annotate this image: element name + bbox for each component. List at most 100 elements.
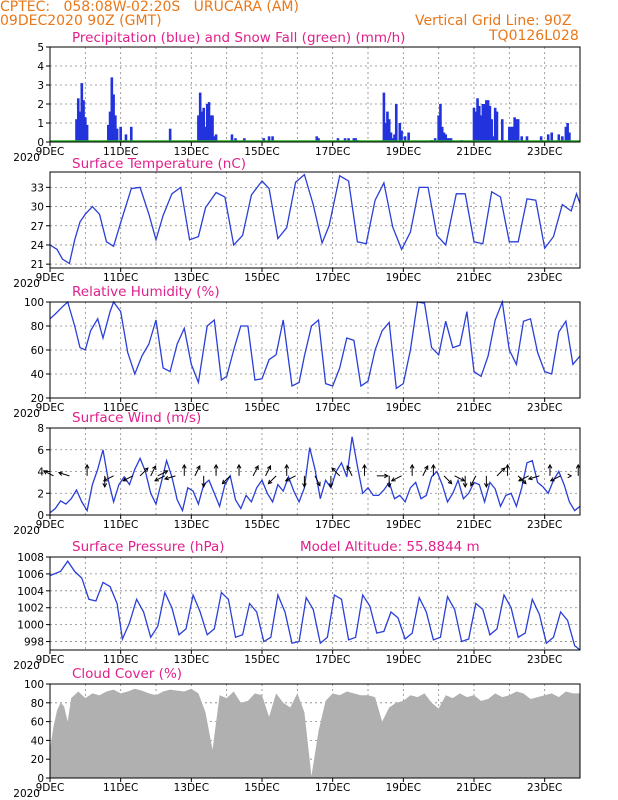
wind-arrow [252,465,259,477]
precip-bar [343,138,347,142]
x-tick-label: 17DEC [315,654,350,666]
wind-arrow-head [57,471,63,476]
precip-bar [449,138,453,142]
precip-bar [214,134,218,142]
panel-frame [49,301,581,399]
x-tick-label: 17DEC [315,146,350,158]
wind-arrow-head [213,463,219,469]
y-tick-label: 1004 [17,586,44,598]
x-tick-label: 21DEC [456,519,491,531]
x-tick-label: 13DEC [174,654,209,666]
panel-title: Surface Wind (m/s) [72,410,201,426]
x-year-label: 2020 [13,152,40,164]
wind-arrow [265,465,271,477]
y-tick-label: 1008 [17,552,44,564]
wind-arrow [470,475,477,486]
x-tick-label: 21DEC [456,654,491,666]
precip-bar [513,117,516,142]
y-tick-label: 24 [31,240,45,252]
wind-arrow [58,472,70,477]
x-tick-label: 21DEC [456,782,491,794]
wind-arrow [154,475,166,482]
wind-arrow-head [409,463,415,469]
x-tick-label: 9DEC [36,654,65,666]
precip-bar [433,138,437,142]
precip-bar [447,138,451,142]
precip-bar [110,77,114,142]
precip-bar [389,132,393,142]
wind-arrow [285,475,296,482]
precip-bar [198,92,202,142]
wind-arrow-head [267,479,273,485]
precip-bar [347,138,350,142]
x-tick-label: 19DEC [386,146,421,158]
precip-bar [398,123,402,142]
precip-bar [446,138,449,142]
wind-arrow-head [302,483,307,488]
x-year-label: 2020 [13,278,40,290]
wind-arrow-head [102,477,108,482]
x-tick-label: 15DEC [244,146,279,158]
precip-bar [444,134,448,142]
precip-bar [478,105,481,142]
precip-bar [124,134,128,142]
precip-bar [564,126,568,142]
wind-arrow-head [447,479,453,485]
wind-arrow-head [483,483,489,488]
precip-bar [525,136,529,142]
precip-bar [486,100,490,142]
precip-bar [243,138,246,142]
wind-arrow-head [547,463,553,469]
wind-arrow [268,475,277,484]
x-tick-label: 11DEC [103,146,138,158]
y-tick-label: 27 [31,221,44,233]
x-tick-label: 15DEC [244,272,279,284]
precip-bar [352,138,356,142]
wind-arrow-head [254,465,259,471]
x-tick-label: 9DEC [36,782,65,794]
y-tick-label: 30 [31,202,44,214]
x-tick-label: 23DEC [527,272,562,284]
precip-bar [209,115,213,142]
precip-bar [481,104,485,142]
panel-annotation: Model Altitude: 55.8844 m [300,539,480,555]
y-tick-label: 60 [31,345,44,357]
precip-bar [393,134,396,142]
wind-arrow [528,475,540,480]
header-grid-note: Vertical Grid Line: 90Z [415,13,572,29]
precip-bar [407,132,410,142]
precip-bar [400,130,403,142]
wind-arrow-head [236,463,242,469]
x-tick-label: 15DEC [244,402,279,414]
precip-bar [354,138,357,142]
wind-arrow-head [154,477,160,482]
precip-bar [262,138,266,142]
wind-arrow-head [221,479,227,485]
precip-bar [391,138,395,142]
precip-bar [493,107,497,142]
x-tick-label: 11DEC [103,782,138,794]
wind-arrow-head [266,465,272,471]
precip-bar [476,98,479,142]
panel-title: Surface Pressure (hPa) [72,539,225,555]
wind-arrow-head [331,467,336,473]
precip-bar [508,126,511,142]
y-tick-label: 1000 [17,620,44,632]
precip-bar [440,126,444,142]
x-tick-label: 19DEC [386,782,421,794]
y-tick-label: 0 [37,137,44,149]
x-tick-label: 9DEC [36,402,65,414]
wind-arrow-head [84,463,90,469]
precip-bar [80,83,84,142]
precip-bar [267,136,271,142]
panel-title: Precipitation (blue) and Snow Fall (gree… [72,30,405,46]
x-tick-label: 19DEC [386,402,421,414]
wind-arrow [331,467,341,477]
wind-arrow [122,475,134,482]
header-date: 09DEC2020 90Z (GMT) [0,13,162,29]
precip-bar [84,117,87,142]
wind-arrow-head [163,475,169,481]
y-tick-label: 21 [31,259,44,271]
precip-bar [539,136,543,142]
header-location: CPTEC: 058:08W-02:20S URUCARA (AM) [0,0,299,15]
